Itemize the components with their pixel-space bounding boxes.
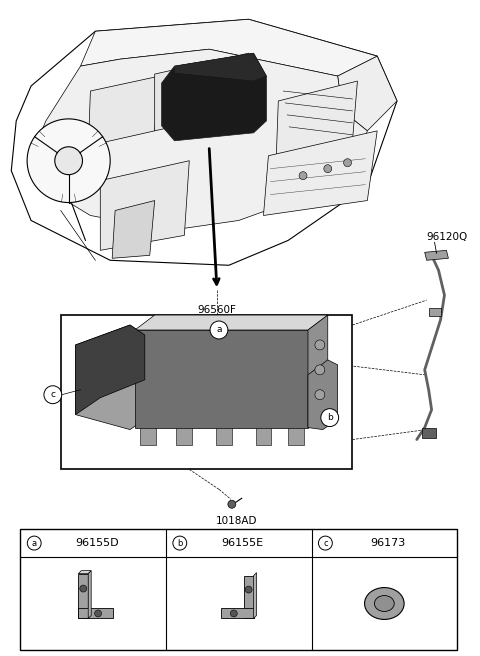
Polygon shape: [288, 428, 304, 445]
Circle shape: [344, 159, 351, 167]
Polygon shape: [216, 428, 232, 445]
Polygon shape: [255, 428, 271, 445]
Polygon shape: [221, 609, 253, 619]
Circle shape: [55, 147, 83, 174]
Polygon shape: [140, 428, 156, 445]
Text: c: c: [50, 390, 55, 400]
Circle shape: [315, 365, 325, 375]
Text: 96560F: 96560F: [198, 305, 237, 315]
Circle shape: [315, 390, 325, 400]
Polygon shape: [11, 19, 397, 265]
Polygon shape: [276, 81, 358, 155]
Polygon shape: [78, 573, 88, 619]
Polygon shape: [75, 325, 145, 415]
Polygon shape: [78, 571, 91, 573]
Circle shape: [324, 165, 332, 173]
Circle shape: [299, 172, 307, 180]
Polygon shape: [155, 53, 249, 131]
Polygon shape: [308, 315, 328, 428]
Polygon shape: [100, 161, 189, 251]
Polygon shape: [88, 76, 160, 146]
Polygon shape: [308, 360, 337, 430]
Polygon shape: [264, 131, 377, 215]
Circle shape: [80, 585, 87, 592]
Polygon shape: [78, 609, 113, 619]
Circle shape: [210, 321, 228, 339]
Circle shape: [44, 386, 62, 403]
Circle shape: [318, 536, 332, 550]
Polygon shape: [337, 56, 397, 131]
Text: a: a: [32, 539, 37, 548]
Bar: [422, 428, 435, 438]
Polygon shape: [174, 53, 266, 81]
Bar: [20, 529, 457, 650]
Polygon shape: [135, 315, 328, 330]
Bar: [61, 315, 352, 470]
Ellipse shape: [364, 588, 404, 619]
Circle shape: [95, 610, 102, 617]
Bar: [364, 600, 404, 607]
Polygon shape: [88, 571, 91, 619]
Text: 96155D: 96155D: [75, 538, 119, 548]
Polygon shape: [244, 575, 253, 619]
Bar: [429, 308, 441, 316]
Ellipse shape: [374, 596, 394, 611]
Circle shape: [27, 119, 110, 203]
Circle shape: [27, 536, 41, 550]
Polygon shape: [162, 53, 266, 141]
Polygon shape: [112, 201, 155, 258]
Text: b: b: [327, 413, 333, 422]
Polygon shape: [177, 428, 192, 445]
Polygon shape: [135, 330, 308, 428]
Polygon shape: [253, 573, 256, 619]
Text: 96173: 96173: [371, 538, 406, 548]
Text: b: b: [177, 539, 182, 548]
Text: 96155E: 96155E: [222, 538, 264, 548]
Circle shape: [245, 586, 252, 593]
Circle shape: [315, 340, 325, 350]
Polygon shape: [425, 251, 448, 260]
Circle shape: [173, 536, 187, 550]
Polygon shape: [31, 49, 367, 230]
Circle shape: [228, 501, 236, 508]
Text: 1018AD: 1018AD: [216, 516, 258, 526]
Polygon shape: [75, 325, 145, 430]
Polygon shape: [81, 19, 377, 76]
Text: a: a: [216, 325, 222, 335]
Circle shape: [321, 409, 338, 426]
Text: c: c: [323, 539, 328, 548]
Circle shape: [230, 610, 237, 617]
Text: 96120Q: 96120Q: [427, 232, 468, 242]
